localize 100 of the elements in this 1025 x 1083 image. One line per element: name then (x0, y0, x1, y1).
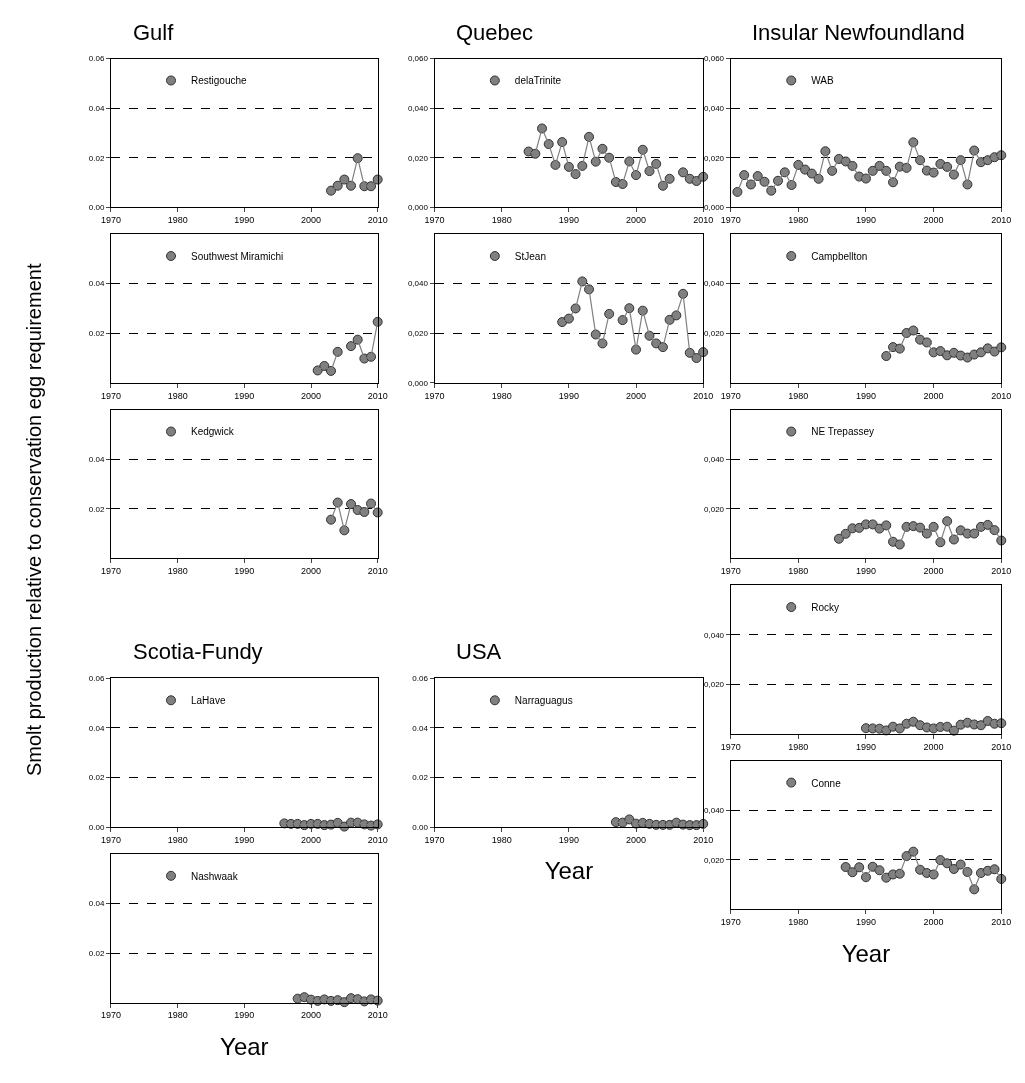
x-tick-label: 1970 (720, 917, 741, 928)
x-tick-label: 1990 (234, 566, 255, 577)
point (928, 167, 939, 178)
x-tick-label: 1990 (855, 215, 876, 226)
point (366, 181, 377, 192)
x-tick-label: 2010 (367, 215, 388, 226)
y-tick-label: 0,020 (704, 504, 725, 514)
point (584, 131, 595, 142)
x-tick-label: 2010 (693, 215, 714, 226)
x-tick-label: 2010 (991, 215, 1012, 226)
legend-label: WAB (811, 75, 834, 87)
x-tick-label: 1970 (100, 215, 122, 226)
legend-label: Conne (811, 777, 842, 789)
y-tick-label: 0.00 (88, 822, 105, 832)
x-tick-label: 1970 (100, 566, 122, 577)
y-tick-label: 0.02 (88, 504, 105, 514)
x-tick-label: 1980 (491, 834, 512, 845)
x-tick-label: 2000 (626, 834, 647, 845)
point (332, 346, 343, 357)
y-tick-label: 0,000 (407, 378, 429, 388)
y-tick-label: 0.02 (88, 948, 105, 958)
point (326, 365, 337, 376)
y-tick-label: 0.04 (88, 899, 105, 909)
x-tick-label: 1980 (491, 390, 512, 401)
point (631, 344, 642, 355)
x-tick-label: 2010 (991, 741, 1012, 752)
y-tick-label: 0.02 (88, 329, 105, 339)
legend-label: Campbellton (811, 250, 868, 262)
point (326, 514, 337, 525)
y-tick-label: 0.04 (88, 454, 105, 464)
y-tick-label: 0,060 (407, 54, 429, 64)
y-tick-label: 0.04 (88, 723, 105, 733)
x-axis-title: Year (220, 1032, 269, 1060)
point (860, 173, 871, 184)
x-tick-label: 1980 (167, 1010, 188, 1021)
legend-label: Rocky (811, 601, 840, 613)
x-tick-label: 2000 (626, 215, 647, 226)
y-tick-label: 0,040 (704, 630, 725, 640)
point (860, 872, 871, 883)
y-tick-label: 0.02 (412, 773, 429, 783)
y-tick-label: 0,040 (407, 103, 429, 113)
point (786, 179, 797, 190)
x-tick-label: 1990 (234, 834, 255, 845)
point (820, 146, 831, 157)
y-tick-label: 0.04 (88, 279, 105, 289)
y-tick-label: 0,020 (704, 153, 725, 163)
x-tick-label: 1970 (424, 215, 445, 226)
legend-label: Kedgwick (190, 426, 235, 438)
chart-title: Quebec (456, 20, 534, 45)
point (678, 167, 689, 178)
chart-title: Scotia-Fundy (133, 639, 263, 664)
legend-label: Nashwaak (190, 870, 239, 882)
point (346, 341, 357, 352)
legend-label: NE Trepassey (811, 426, 875, 438)
x-tick-label: 1980 (788, 917, 809, 928)
x-tick-label: 1990 (855, 917, 876, 928)
legend-label: Narraguagus (514, 695, 573, 707)
x-axis-title: Year (841, 939, 891, 967)
y-tick-label: 0,040 (407, 279, 429, 289)
y-tick-label: 0.06 (412, 674, 429, 684)
y-tick-label: 0,040 (704, 279, 725, 289)
point (773, 175, 784, 186)
x-tick-label: 2000 (923, 390, 944, 401)
y-tick-label: 0,020 (407, 153, 429, 163)
point (833, 533, 844, 544)
point (557, 137, 568, 148)
x-tick-label: 1990 (558, 390, 579, 401)
x-tick-label: 1980 (167, 834, 188, 845)
x-tick-label: 2000 (300, 834, 322, 845)
x-tick-label: 2010 (991, 917, 1012, 928)
x-tick-label: 2010 (991, 566, 1012, 577)
x-tick-label: 2000 (300, 566, 322, 577)
legend-label: Southwest Miramichi (190, 250, 284, 262)
y-tick-label: 0.00 (412, 822, 429, 832)
point (881, 351, 892, 362)
x-tick-label: 1970 (720, 566, 741, 577)
y-tick-label: 0,040 (704, 806, 725, 816)
x-tick-label: 2000 (300, 215, 322, 226)
x-tick-label: 1970 (720, 215, 741, 226)
point (326, 185, 337, 196)
x-tick-label: 1990 (855, 566, 876, 577)
x-tick-label: 1970 (424, 390, 445, 401)
x-tick-label: 1990 (234, 215, 255, 226)
point (584, 284, 595, 295)
x-axis-title: Year (544, 857, 594, 885)
point (969, 145, 980, 156)
y-tick-label: 0,020 (407, 329, 429, 339)
y-tick-label: 0.02 (88, 773, 105, 783)
y-tick-label: 0,000 (704, 203, 725, 213)
x-tick-label: 2000 (923, 917, 944, 928)
x-tick-label: 1970 (424, 834, 445, 845)
point (739, 170, 750, 181)
x-tick-label: 1990 (558, 834, 579, 845)
point (908, 137, 919, 148)
legend-label: Restigouche (190, 75, 248, 87)
chart-title: Gulf (133, 20, 175, 45)
point (352, 153, 363, 164)
x-tick-label: 1970 (100, 390, 122, 401)
x-tick-label: 1980 (788, 390, 809, 401)
point (962, 179, 973, 190)
